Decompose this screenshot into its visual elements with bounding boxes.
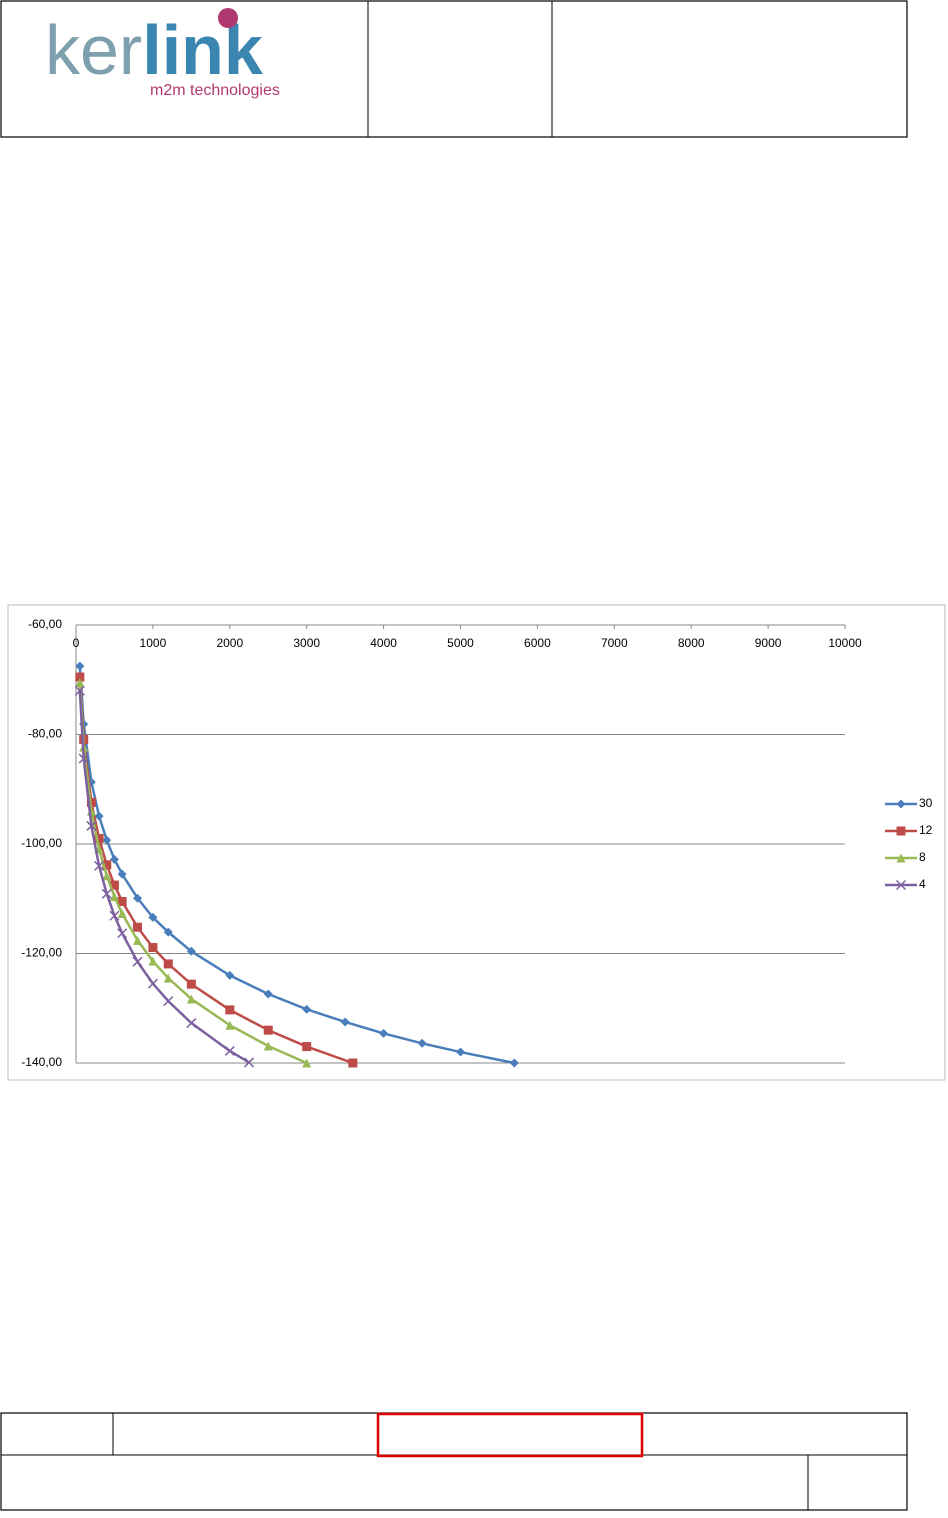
legend-label: 12 — [919, 823, 933, 837]
y-tick-label: -120,00 — [21, 946, 62, 960]
marker — [896, 853, 906, 863]
marker — [133, 935, 143, 945]
marker — [117, 896, 127, 906]
y-tick-label: -60,00 — [28, 617, 62, 631]
marker — [94, 834, 104, 844]
marker — [133, 922, 143, 932]
legend-label: 30 — [919, 796, 933, 810]
marker — [109, 880, 119, 890]
x-tick-label: 7000 — [601, 636, 628, 650]
marker — [109, 892, 119, 902]
marker — [225, 1005, 235, 1015]
marker — [225, 970, 235, 980]
marker — [417, 1038, 427, 1048]
x-tick-label: 10000 — [828, 636, 862, 650]
logo: kerlink — [45, 11, 263, 89]
marker — [456, 1047, 465, 1057]
marker — [302, 1004, 312, 1014]
marker — [102, 871, 112, 881]
y-tick-label: -100,00 — [21, 836, 62, 850]
marker — [163, 996, 174, 1007]
y-tick-label: -140,00 — [21, 1055, 62, 1069]
marker — [302, 1058, 312, 1068]
marker — [263, 989, 273, 999]
marker — [75, 661, 85, 671]
x-tick-label: 3000 — [293, 636, 320, 650]
logo-part: link — [142, 11, 263, 89]
marker — [896, 826, 906, 836]
marker — [102, 835, 112, 845]
marker — [263, 1041, 273, 1051]
footer-table — [0, 1412, 908, 1511]
series-line — [78, 682, 308, 1065]
marker — [148, 912, 158, 922]
marker — [186, 946, 196, 956]
marker — [163, 927, 173, 937]
marker — [186, 1017, 197, 1029]
legend-label: 4 — [919, 877, 926, 891]
marker — [133, 893, 143, 903]
footer-highlight — [376, 1412, 644, 1458]
marker — [94, 860, 105, 871]
marker — [163, 973, 173, 983]
y-tick-label: -80,00 — [28, 727, 62, 741]
marker — [186, 979, 196, 989]
header-table — [0, 0, 908, 138]
marker — [163, 959, 173, 969]
chart: -60,00 -80,00 -100,00 -120,00 -140,00 0 1000 20… — [21, 617, 932, 1069]
x-tick-label: 5000 — [447, 636, 474, 650]
marker — [148, 942, 158, 952]
marker — [86, 820, 97, 831]
marker — [117, 869, 127, 879]
x-tick-label: 9000 — [755, 636, 782, 650]
marker — [186, 994, 196, 1004]
marker — [102, 860, 112, 870]
logo-icon — [218, 8, 238, 28]
marker — [75, 677, 85, 687]
marker — [74, 685, 85, 696]
logo-tagline: m2m technologies — [150, 82, 280, 99]
marker — [94, 811, 104, 821]
marker — [109, 854, 119, 864]
x-tick-label: 8000 — [678, 636, 705, 650]
chart-frame — [7, 604, 946, 1081]
logo-part: ker — [45, 11, 142, 89]
marker — [896, 799, 906, 809]
marker — [302, 1042, 312, 1052]
marker — [379, 1028, 389, 1038]
marker — [148, 956, 158, 966]
marker — [263, 1025, 273, 1035]
marker — [109, 910, 120, 921]
marker — [147, 978, 158, 989]
marker — [225, 1020, 235, 1030]
x-tick-label: 6000 — [524, 636, 551, 650]
marker — [132, 956, 143, 967]
legend-label: 8 — [919, 850, 926, 864]
x-tick-label: 1000 — [140, 636, 167, 650]
x-tick-label: 0 — [73, 636, 80, 650]
marker — [101, 888, 112, 899]
marker — [78, 753, 89, 764]
marker — [340, 1017, 350, 1027]
x-tick-label: 2000 — [216, 636, 243, 650]
marker — [117, 909, 127, 919]
marker — [117, 928, 128, 939]
marker — [509, 1058, 519, 1068]
x-tick-label: 4000 — [370, 636, 397, 650]
marker — [243, 1057, 255, 1068]
marker — [348, 1058, 358, 1068]
marker — [224, 1045, 235, 1056]
marker — [895, 879, 907, 891]
marker — [75, 672, 85, 682]
